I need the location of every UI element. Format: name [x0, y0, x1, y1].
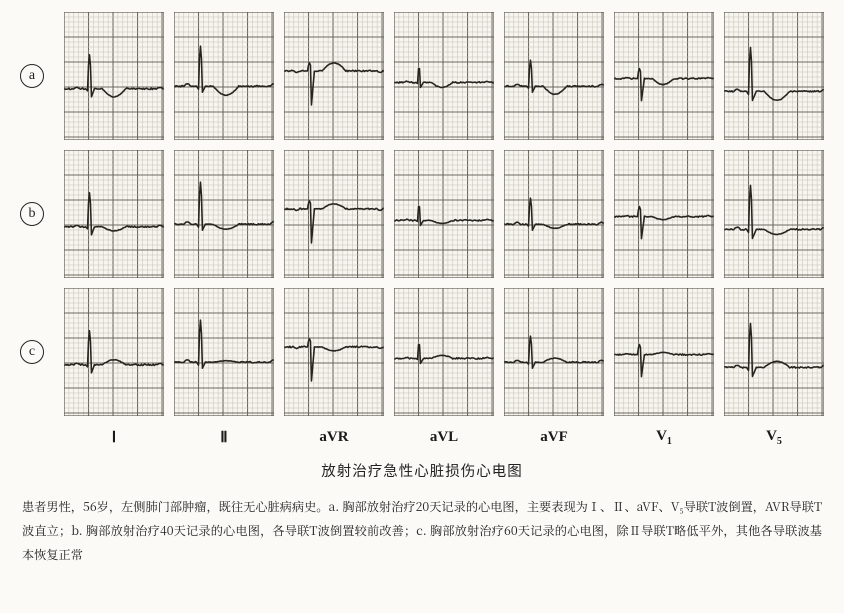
row-label-c: c — [20, 340, 44, 364]
col-label-v5: V5 — [724, 428, 824, 447]
ecg-panel-c-ii — [174, 288, 274, 416]
ecg-panel-c-avf — [504, 288, 604, 416]
ecg-panel-c-avr — [284, 288, 384, 416]
ecg-panel-a-v5 — [724, 12, 824, 140]
col-label-avr: aVR — [284, 429, 384, 446]
ecg-panel-a-avr — [284, 12, 384, 140]
ecg-panel-a-avl — [394, 12, 494, 140]
ecg-panel-b-v5 — [724, 150, 824, 278]
col-label-i: Ⅰ — [64, 428, 164, 447]
col-label-v1: V1 — [614, 428, 714, 447]
col-label-avl: aVL — [394, 429, 494, 446]
ecg-panel-b-avf — [504, 150, 604, 278]
ecg-panel-a-ii — [174, 12, 274, 140]
row-label-a: a — [20, 64, 44, 88]
ecg-panel-c-v5 — [724, 288, 824, 416]
col-label-ii: Ⅱ — [174, 428, 274, 447]
ecg-panel-b-avr — [284, 150, 384, 278]
figure-caption: 患者男性，56岁，左侧肺门部肿瘤，既往无心脏病病史。a. 胸部放射治疗20天记录… — [20, 495, 824, 566]
ecg-panel-grid: a b c ⅠⅡaVR aVL aVF V1 V5 — [20, 12, 824, 448]
ecg-panel-a-v1 — [614, 12, 714, 140]
figure-title: 放射治疗急性心脏损伤心电图 — [20, 460, 824, 481]
ecg-panel-b-i — [64, 150, 164, 278]
ecg-panel-b-avl — [394, 150, 494, 278]
ecg-panel-a-i — [64, 12, 164, 140]
ecg-panel-a-avf — [504, 12, 604, 140]
ecg-panel-c-avl — [394, 288, 494, 416]
row-label-b: b — [20, 202, 44, 226]
ecg-panel-c-i — [64, 288, 164, 416]
col-label-avf: aVF — [504, 429, 604, 446]
ecg-panel-b-ii — [174, 150, 274, 278]
ecg-panel-c-v1 — [614, 288, 714, 416]
ecg-panel-b-v1 — [614, 150, 714, 278]
